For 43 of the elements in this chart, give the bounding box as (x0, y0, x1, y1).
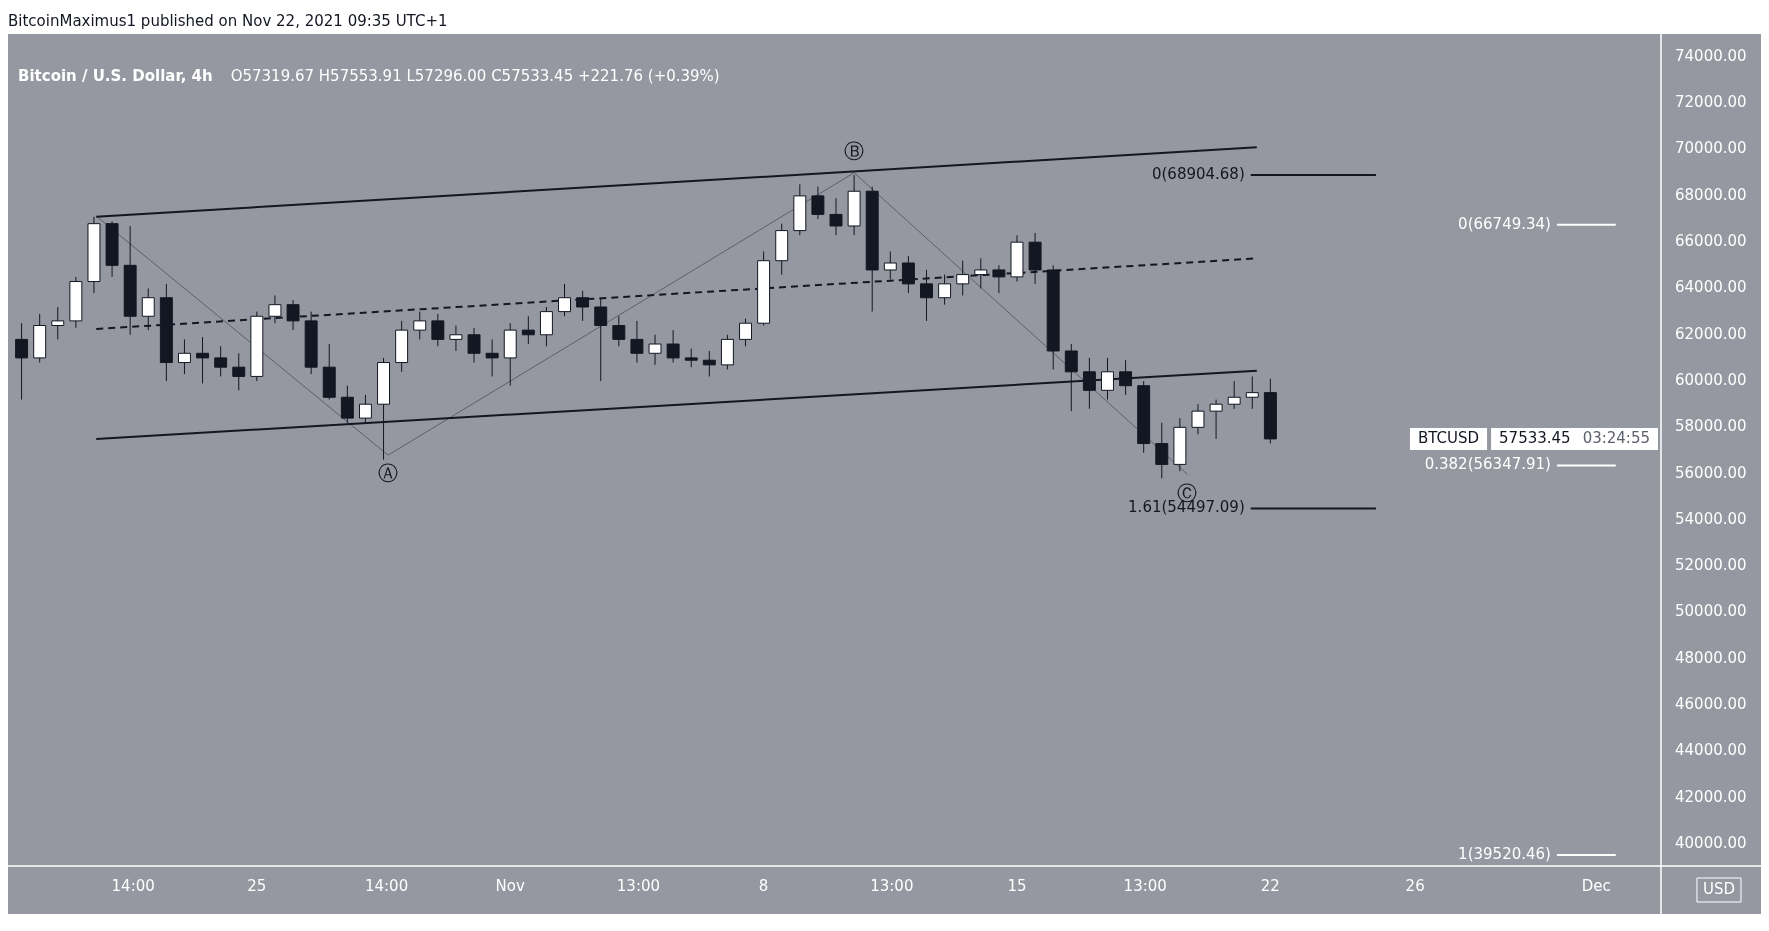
annotation: 57533.45 (1499, 428, 1571, 447)
series-label: 1(39520.46) (1458, 845, 1551, 863)
y-tick-label: 60000.00 (1675, 370, 1747, 389)
text: Bitcoin / U.S. Dollar, 4h (18, 66, 213, 85)
y-tick-label: 52000.00 (1675, 556, 1747, 575)
x-tick-label: 14:00 (364, 876, 409, 895)
x-tick-label: 26 (1405, 876, 1425, 895)
chart-subtitle: BitcoinMaximus1 published on Nov 22, 2021 09:35 UTC+1 (8, 11, 449, 32)
series-label: 0.382(56347.91) (1424, 455, 1551, 474)
x-tick-label: 15 (1007, 876, 1027, 895)
series-label: 0(66749.34) (1458, 214, 1551, 233)
text: USD (1702, 879, 1736, 898)
y-tick-label: 54000.00 (1675, 509, 1747, 528)
series-label: 0(68904.68) (1151, 164, 1245, 183)
y-tick-label: 66000.00 (1675, 232, 1747, 251)
x-tick-label: Nov (495, 876, 525, 895)
y-tick-label: 40000.00 (1675, 833, 1747, 852)
annotation: Ⓐ (378, 461, 399, 486)
y-tick-label: 58000.00 (1675, 417, 1747, 436)
y-tick-label: 62000.00 (1675, 324, 1747, 343)
y-tick-label: 48000.00 (1675, 648, 1747, 667)
x-tick-label: 13:00 (616, 876, 661, 895)
annotation: O57319.67 H57553.91 L57296.00 C57533.45 +221.76 (+0.39%) (230, 66, 720, 85)
x-tick-label: Dec (1581, 876, 1611, 895)
y-tick-label: 72000.00 (1675, 93, 1747, 112)
annotation: BTCUSD (1417, 428, 1480, 447)
x-tick-label: 25 (247, 876, 267, 895)
x-tick-label: 13:00 (870, 876, 914, 895)
y-tick-label: 50000.00 (1675, 602, 1747, 621)
y-tick-label: 74000.00 (1675, 46, 1747, 65)
y-tick-label: 70000.00 (1675, 139, 1747, 158)
y-tick-label: 42000.00 (1675, 787, 1747, 806)
x-tick-label: 13:00 (1123, 876, 1167, 895)
x-tick-label: 22 (1260, 876, 1280, 895)
annotation: 03:24:55 (1582, 428, 1651, 447)
x-tick-label: 8 (758, 876, 769, 895)
y-tick-label: 44000.00 (1675, 741, 1747, 760)
y-tick-label: 56000.00 (1675, 463, 1747, 482)
y-tick-label: 46000.00 (1675, 695, 1747, 714)
y-tick-label: 64000.00 (1675, 278, 1747, 297)
x-tick-label: 14:00 (111, 876, 155, 895)
annotation: Ⓑ (844, 138, 865, 163)
y-tick-label: 68000.00 (1675, 185, 1747, 204)
